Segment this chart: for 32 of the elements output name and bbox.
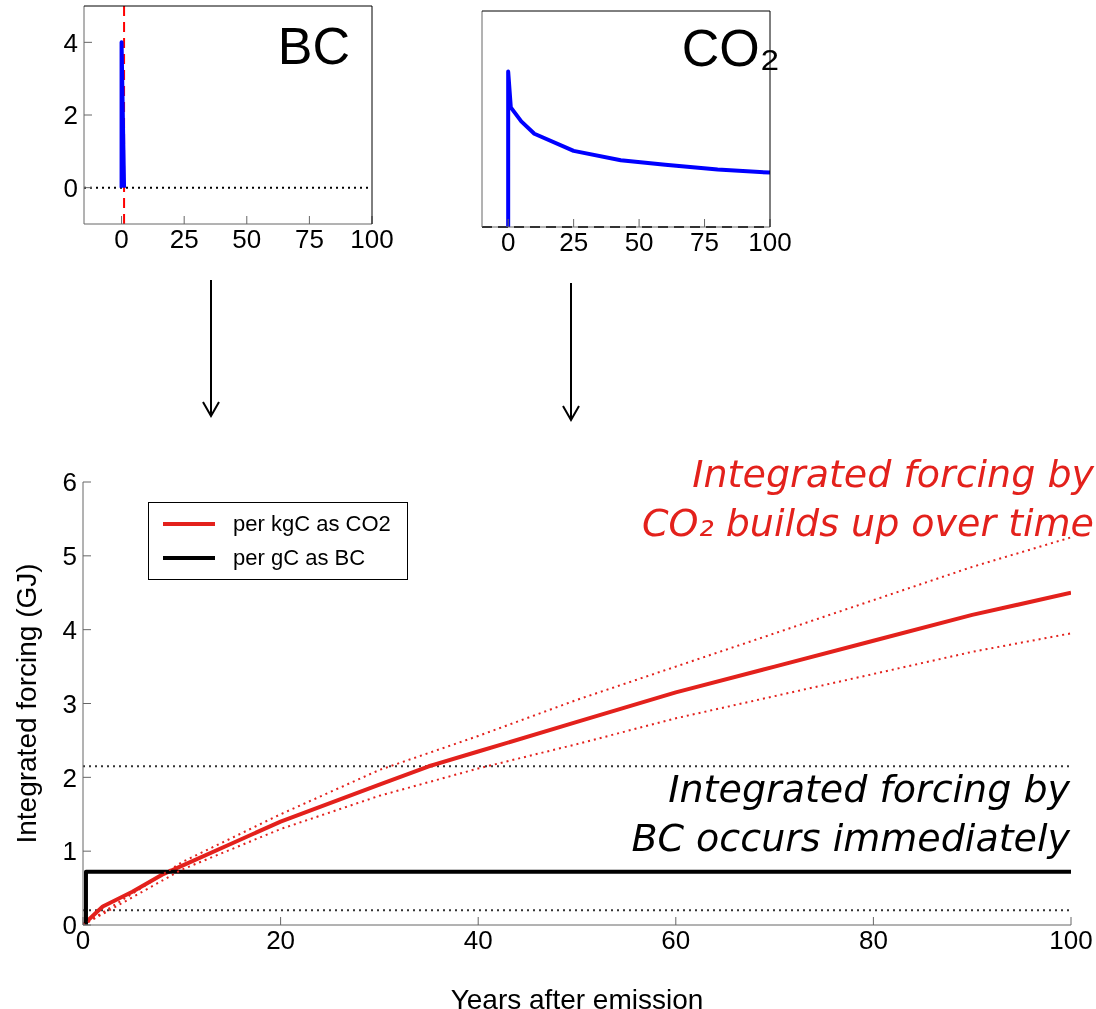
x-tick-label: 100 bbox=[350, 224, 394, 255]
x-tick-label: 75 bbox=[690, 227, 720, 258]
y-tick-label: 6 bbox=[62, 467, 77, 498]
x-tick-label: 50 bbox=[624, 227, 654, 258]
x-tick-label: 0 bbox=[114, 224, 129, 255]
y-tick-label: 4 bbox=[62, 614, 77, 645]
y-tick-label: 1 bbox=[62, 836, 77, 867]
chart-title: BC bbox=[277, 17, 350, 75]
annotation: Integrated forcing by BC occurs immediately bbox=[631, 766, 1070, 863]
y-tick-label: 5 bbox=[62, 541, 77, 572]
x-tick-label: 25 bbox=[559, 227, 589, 258]
y-axis-title: Integrated forcing (GJ) bbox=[10, 563, 42, 844]
y-tick-label: 0 bbox=[63, 172, 78, 203]
y-tick-label: 4 bbox=[63, 27, 78, 58]
x-tick-label: 25 bbox=[169, 224, 199, 255]
legend-label: per gC as BC bbox=[233, 544, 366, 572]
chart-title: CO₂ bbox=[681, 19, 780, 77]
x-tick-label: 50 bbox=[232, 224, 262, 255]
x-tick-label: 0 bbox=[500, 227, 516, 258]
x-tick-label: 40 bbox=[463, 925, 493, 956]
x-axis-title: Years after emission bbox=[450, 984, 704, 1009]
y-tick-label: 2 bbox=[62, 762, 77, 793]
x-tick-label: 60 bbox=[661, 925, 691, 956]
x-tick-label: 100 bbox=[1049, 925, 1093, 956]
x-tick-label: 75 bbox=[294, 224, 324, 255]
x-tick-label: 100 bbox=[748, 227, 792, 258]
x-tick-label: 80 bbox=[858, 925, 888, 956]
y-tick-label: 2 bbox=[63, 100, 78, 131]
legend-label: per kgC as CO2 bbox=[233, 510, 391, 538]
x-tick-label: 20 bbox=[266, 925, 296, 956]
annotation: Integrated forcing by CO₂ builds up over time bbox=[641, 451, 1094, 548]
y-tick-label: 3 bbox=[62, 688, 77, 719]
